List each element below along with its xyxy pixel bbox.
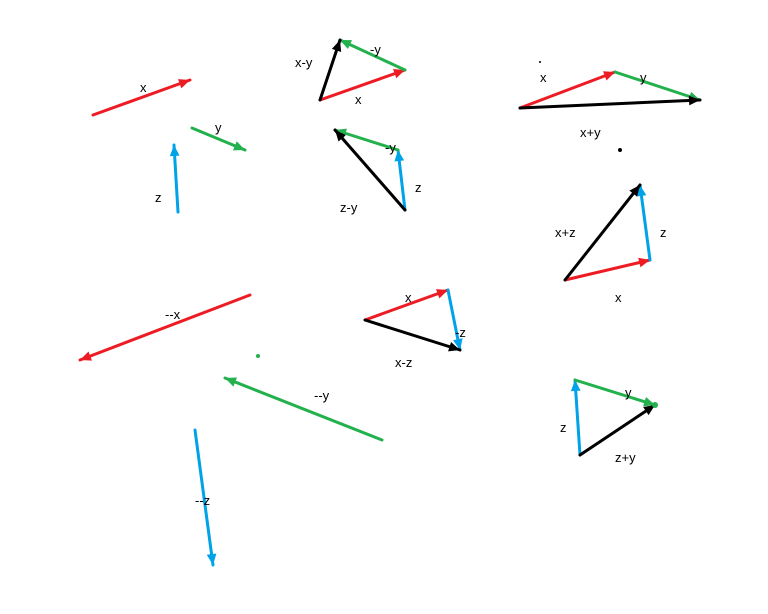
vector-label: --y xyxy=(314,388,329,403)
vector-label: --z xyxy=(195,493,210,508)
vector-arrow xyxy=(615,72,700,101)
vector-label: x xyxy=(615,290,622,305)
vector-label: x-y xyxy=(295,55,312,70)
vector-label: x xyxy=(405,290,412,305)
vector-label: -z xyxy=(455,325,466,340)
vector-arrow xyxy=(565,258,650,280)
vector-label: z xyxy=(155,190,162,205)
vector-label: x xyxy=(540,70,547,85)
vector-arrow xyxy=(520,71,615,108)
vector-label: x xyxy=(355,92,362,107)
vector-label: z xyxy=(560,420,567,435)
vector-label: x+z xyxy=(555,225,576,240)
vector-label: y xyxy=(215,120,222,135)
vector-label: z xyxy=(660,225,667,240)
vector-label: y xyxy=(625,385,632,400)
vector-label: -y xyxy=(370,42,381,57)
vector-arrow xyxy=(320,69,405,100)
stray-dot xyxy=(256,354,260,358)
stray-dot xyxy=(652,402,658,408)
vector-arrow xyxy=(448,290,463,350)
vector-label: --x xyxy=(165,307,180,322)
vector-label: z-y xyxy=(340,200,357,215)
vector-arrow xyxy=(580,405,655,455)
vector-arrow xyxy=(637,185,650,260)
vector-label: z xyxy=(415,180,422,195)
vector-label: x xyxy=(140,80,147,95)
vector-arrow xyxy=(571,380,581,455)
stray-dot xyxy=(539,61,541,63)
vector-diagram xyxy=(0,0,768,614)
vector-arrow xyxy=(365,320,460,351)
vector-label: x-z xyxy=(395,355,412,370)
vector-arrow xyxy=(320,40,341,100)
vector-label: x+y xyxy=(580,125,601,140)
vector-label: y xyxy=(640,70,647,85)
vector-arrow xyxy=(575,380,655,406)
vector-arrow xyxy=(170,145,180,212)
vector-arrow xyxy=(80,295,250,361)
vector-arrow xyxy=(225,377,382,440)
vector-label: z+y xyxy=(615,450,636,465)
vector-label: -y xyxy=(385,140,396,155)
stray-dot xyxy=(618,148,622,152)
